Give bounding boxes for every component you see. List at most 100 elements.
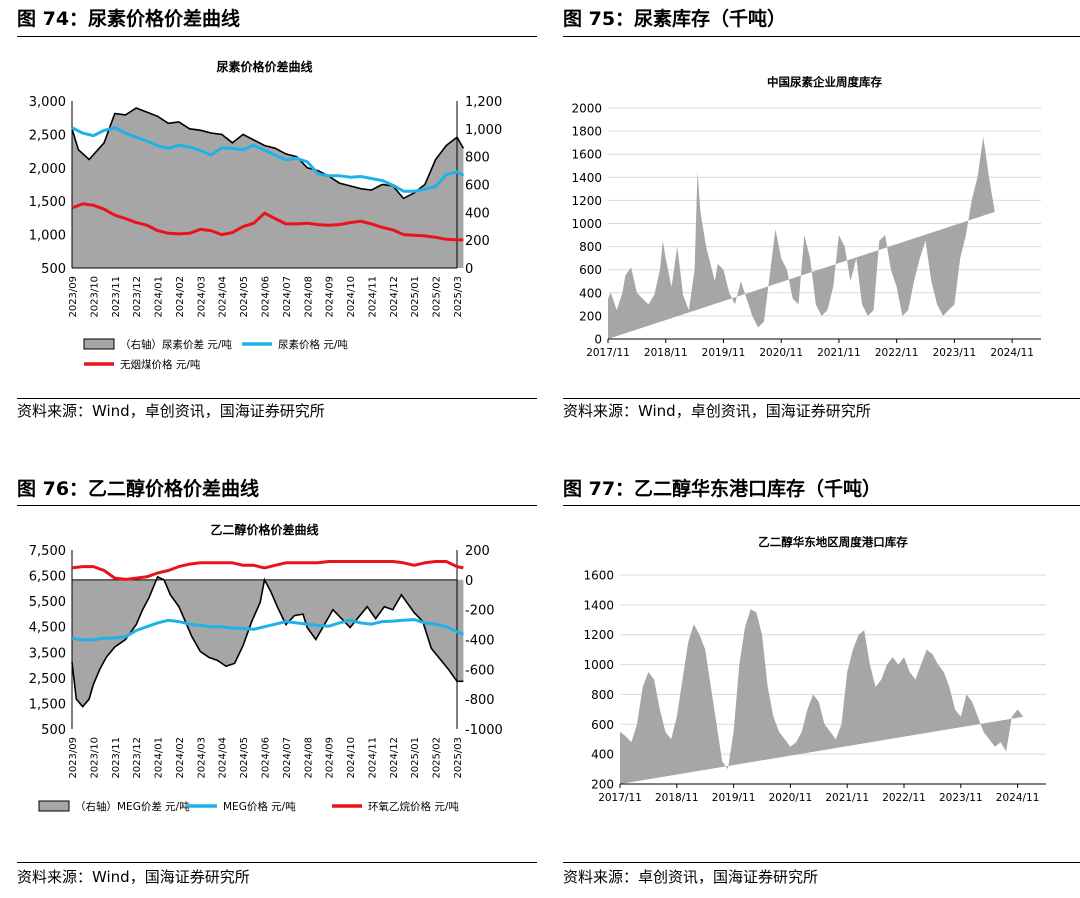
x-tick-label: 2021/11 [817,347,861,359]
spread-edge-line [71,107,465,200]
header-rule [17,505,537,506]
y-right-tick-label: -1000 [465,723,503,738]
y-tick-label: 200 [579,309,602,323]
x-tick-label: 2023/11 [111,276,122,318]
chart-title: 乙二醇价格价差曲线 [210,522,318,537]
y-tick-label: 600 [591,718,614,732]
y-tick-label: 1200 [571,194,602,208]
x-tick-label: 2020/11 [769,792,813,804]
y-right-tick-label: 400 [465,206,490,221]
x-tick-label: 2023/09 [68,737,79,779]
x-tick-label: 2024/04 [218,737,229,779]
x-tick-label: 2018/11 [655,792,699,804]
figure-76-panel: 图 76：乙二醇价格价差曲线 乙二醇价格价差曲线 500 1,500 2,500 3,5… [17,470,547,898]
source-rule [17,398,537,399]
x-tick-label: 2024/05 [239,737,250,779]
x-tick-label: 2023/12 [132,737,143,779]
x-tick-label: 2025/02 [432,737,443,779]
header-rule [563,36,1080,37]
figure-source: 资料来源：Wind，卓创资讯，国海证券研究所 [563,402,871,420]
meg-port-inventory-chart: 乙二醇华东地区周度港口库存 200 400 600 800 1000 1200 1400 160… [583,535,1046,804]
x-tick-label: 2024/06 [261,737,272,779]
y-tick-label: 1200 [583,628,614,642]
y-left-tick-label: 2,000 [29,162,66,177]
y-tick-label: 400 [591,748,614,762]
figure-header: 图 75：尿素库存（千吨） [563,8,787,30]
x-tick-label: 2024/05 [239,276,250,318]
x-tick-label: 2024/04 [218,276,229,318]
legend-label: （右轴）MEG价差 元/吨 [75,800,190,813]
figure-source: 资料来源：Wind，卓创资讯，国海证券研究所 [17,402,325,420]
figure-source: 资料来源：卓创资讯，国海证券研究所 [563,868,819,886]
y-right-tick-label: -600 [465,663,495,678]
x-tick-label: 2025/01 [410,276,421,318]
y-tick-label: 1400 [583,598,614,612]
x-tick-label: 2024/03 [196,276,207,318]
y-tick-label: 1800 [571,125,602,139]
y-tick-label: 200 [591,778,614,792]
x-tick-label: 2024/12 [389,737,400,779]
y-tick-label: 1000 [571,217,602,231]
x-tick-label: 2024/07 [282,737,293,779]
x-tick-label: 2024/01 [154,276,165,318]
source-rule [17,862,537,863]
x-tick-label: 2024/09 [325,737,336,779]
y-left-tick-label: 500 [41,723,66,738]
price-line [71,560,464,581]
y-left-tick-label: 1,000 [29,229,66,244]
x-tick-label: 2019/11 [702,347,746,359]
y-right-tick-label: -800 [465,693,495,708]
figure-header: 图 74：尿素价格价差曲线 [17,8,241,30]
x-tick-label: 2023/10 [89,276,100,318]
price-line [71,618,464,642]
y-right-tick-label: 600 [465,179,490,194]
y-right-tick-label: -400 [465,634,495,649]
x-tick-label: 2025/03 [453,737,464,779]
x-tick-label: 2024/11 [990,347,1034,359]
x-tick-label: 2024/01 [154,737,165,779]
price-line [71,202,464,242]
y-left-tick-label: 4,500 [29,621,66,636]
x-tick-label: 2018/11 [644,347,688,359]
urea-inventory-chart: 中国尿素企业周度库存 0 200 400 600 800 1000 1200 1400 1600 1… [571,75,1041,359]
x-tick-label: 2023/09 [68,276,79,318]
legend-label: 无烟煤价格 元/吨 [120,358,201,371]
chart-title: 中国尿素企业周度库存 [767,75,882,89]
legend-label: MEG价格 元/吨 [223,800,296,813]
y-left-tick-label: 2,500 [29,672,66,687]
y-tick-label: 2000 [571,102,602,116]
x-tick-label: 2024/11 [996,792,1040,804]
x-tick-label: 2024/10 [346,276,357,318]
x-tick-label: 2024/02 [175,276,186,318]
y-tick-label: 1600 [571,148,602,162]
x-tick-label: 2023/11 [933,347,977,359]
y-left-tick-label: 3,500 [29,646,66,661]
x-tick-label: 2017/11 [598,792,642,804]
x-tick-label: 2025/03 [453,276,464,318]
figure-75-panel: 图 75：尿素库存（千吨） 中国尿素企业周度库存 0 200 400 600 800 100… [563,0,1080,440]
y-left-tick-label: 5,500 [29,595,66,610]
y-left-tick-label: 2,500 [29,128,66,143]
source-rule [563,862,1080,863]
y-tick-label: 1400 [571,171,602,185]
legend-swatch [38,800,70,812]
y-right-tick-label: 0 [465,574,473,589]
y-left-tick-label: 1,500 [29,195,66,210]
inventory-area [620,609,1024,784]
figure-77-panel: 图 77：乙二醇华东港口库存（千吨） 乙二醇华东地区周度港口库存 200 400 60… [563,470,1080,898]
x-tick-label: 2017/11 [586,347,630,359]
x-tick-label: 2024/08 [303,737,314,779]
legend-label: 环氧乙烷价格 元/吨 [368,800,459,813]
chart-title: 尿素价格价差曲线 [216,59,312,74]
x-tick-label: 2024/11 [367,737,378,779]
x-tick-label: 2024/11 [367,276,378,318]
x-tick-label: 2022/11 [882,792,926,804]
x-tick-label: 2024/12 [389,276,400,318]
urea-price-spread-chart: 尿素价格价差曲线 500 1,000 1,500 2,000 2,500 3,000 0 200… [29,59,502,371]
source-rule [563,398,1080,399]
y-left-tick-label: 3,000 [29,95,66,110]
y-tick-label: 800 [579,240,602,254]
x-tick-label: 2023/12 [132,276,143,318]
x-tick-label: 2024/08 [303,276,314,318]
header-rule [17,36,537,37]
